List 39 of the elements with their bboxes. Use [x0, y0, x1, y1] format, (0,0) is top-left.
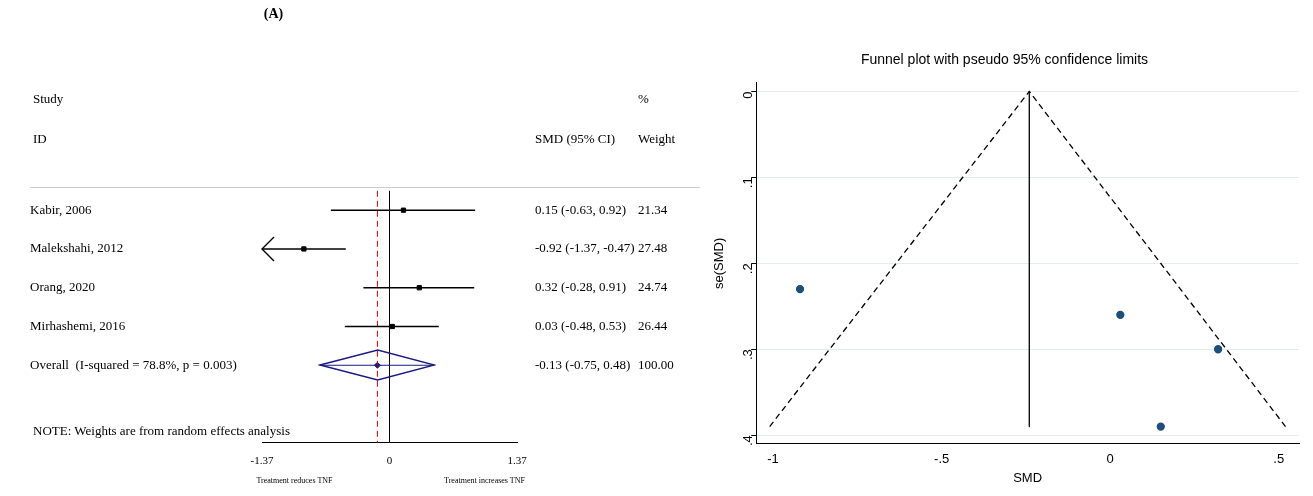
x-axis-title: SMD	[1013, 469, 1043, 485]
y-tick-label: 0	[739, 91, 755, 99]
text: 21.34	[638, 201, 668, 217]
text: -0.13 (-0.75, 0.48)	[535, 356, 631, 372]
x-tick-label: 0	[386, 454, 393, 467]
text: -0.92 (-1.37, -0.47)	[535, 240, 635, 256]
y-tick-label: .2	[739, 263, 755, 275]
x-tick-label: 0	[1106, 451, 1114, 467]
text: SMD (95% CI)	[535, 131, 616, 147]
text: 24.74	[638, 279, 668, 295]
text: 0.15 (-0.63, 0.92)	[535, 201, 626, 217]
y-tick-label: Malekshahi, 2012	[30, 240, 124, 256]
x-tick-label: -1	[767, 451, 779, 467]
text: NOTE: Weights are from random effects analysis	[33, 422, 290, 438]
y-tick-label: Overall (I-squared = 78.8%, p = 0.003)	[30, 356, 237, 372]
x-tick-label: .5	[1273, 451, 1285, 467]
y-axis-title: se(SMD)	[711, 237, 727, 289]
text: Treatment reduces TNF	[256, 475, 334, 485]
text: 100.00	[638, 356, 674, 372]
chart-title: (A)	[263, 6, 284, 23]
text: Treatment increases TNF	[444, 475, 526, 485]
text: 26.44	[638, 317, 668, 333]
y-tick-label: Mirhashemi, 2016	[30, 317, 126, 333]
text: Weight	[638, 131, 676, 147]
text: 0.03 (-0.48, 0.53)	[535, 317, 626, 333]
text: 0.32 (-0.28, 0.91)	[535, 279, 626, 295]
y-tick-label: .4	[739, 435, 755, 447]
text: 27.48	[638, 240, 668, 256]
chart-title: Funnel plot with pseudo 95% confidence limits	[860, 51, 1149, 68]
y-tick-label: .3	[739, 349, 755, 361]
text: ID	[33, 131, 47, 147]
x-tick-label: -.5	[934, 451, 950, 467]
text: %	[638, 91, 649, 107]
x-tick-label: -1.37	[250, 454, 274, 467]
y-tick-label: Orang, 2020	[30, 279, 95, 295]
text: Study	[33, 91, 64, 107]
x-tick-label: 1.37	[507, 454, 528, 467]
y-tick-label: .1	[739, 177, 755, 189]
y-tick-label: Kabir, 2006	[30, 201, 93, 217]
